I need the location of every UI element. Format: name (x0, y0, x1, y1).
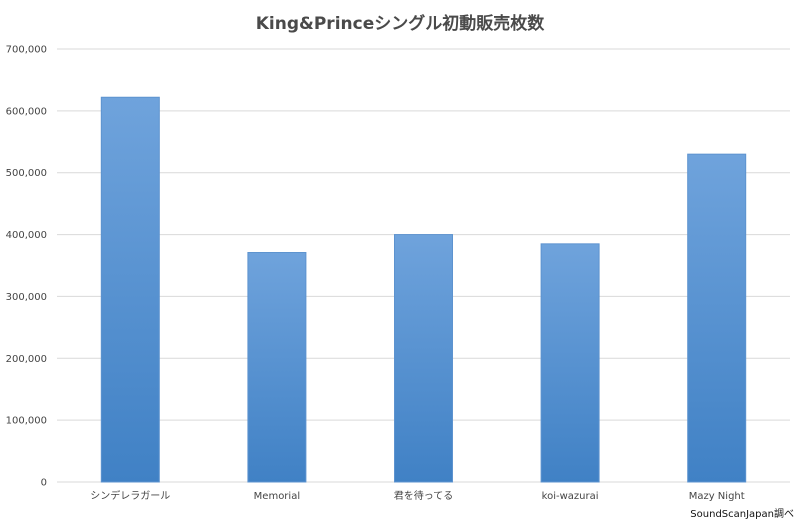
y-tick-label: 600,000 (6, 106, 47, 117)
bar-1 (247, 252, 307, 483)
bars (100, 96, 747, 483)
x-category-label: シンデレラガール (90, 489, 170, 502)
y-tick-label: 500,000 (6, 168, 47, 179)
y-tick-label: 700,000 (6, 45, 47, 56)
bar-4 (687, 153, 747, 483)
y-tick-label: 100,000 (6, 416, 47, 427)
y-tick-label: 400,000 (6, 230, 47, 241)
x-axis-categories: シンデレラガール Memorial 君を待ってる koi-wazurai Mazy Ni… (90, 489, 744, 502)
source-note: SoundScanJapan調べ (690, 509, 794, 520)
y-axis-ticks: 0 100,000 200,000 300,000 400,000 500,000 600,… (6, 45, 47, 489)
bar-3 (540, 243, 600, 483)
bar-2 (394, 234, 453, 483)
x-category-label: 君を待ってる (394, 489, 454, 502)
y-tick-label: 300,000 (6, 292, 47, 303)
chart-title: King&Princeシングル初動販売枚数 (255, 14, 545, 34)
bar-0 (100, 96, 160, 483)
x-category-label: Mazy Night (689, 491, 745, 502)
x-category-label: koi-wazurai (542, 491, 599, 502)
x-category-label: Memorial (254, 491, 300, 502)
y-tick-label: 0 (41, 478, 47, 489)
y-tick-label: 200,000 (6, 354, 47, 365)
